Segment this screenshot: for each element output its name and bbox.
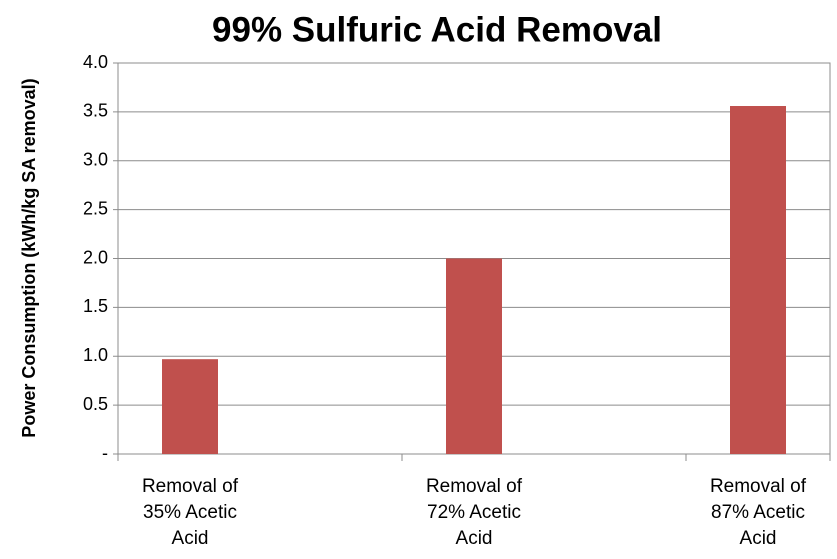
bar: [162, 359, 218, 454]
x-tick-label: Removal of 72% Acetic Acid: [425, 476, 523, 549]
y-tick-label: 4.0: [83, 52, 108, 72]
y-tick-label: 1.0: [83, 345, 108, 365]
chart-title: 99% Sulfuric Acid Removal: [212, 10, 662, 49]
bar: [446, 258, 502, 454]
y-tick-label: 1.5: [83, 296, 108, 316]
y-tick-label: 0.5: [83, 394, 108, 414]
y-tick-label: 2.5: [83, 198, 108, 218]
x-tick-label: Removal of 35% Acetic Acid: [141, 476, 239, 549]
y-tick-label: 2.0: [83, 247, 108, 267]
y-tick-label: 3.5: [83, 101, 108, 121]
y-tick-label: -: [102, 443, 108, 463]
y-axis-label: Power Consumption (kWh/kg SA removal): [19, 78, 39, 437]
y-tick-label: 3.0: [83, 150, 108, 170]
bar: [730, 106, 786, 454]
x-tick-label: Removal of 87% Acetic Acid: [709, 476, 807, 549]
